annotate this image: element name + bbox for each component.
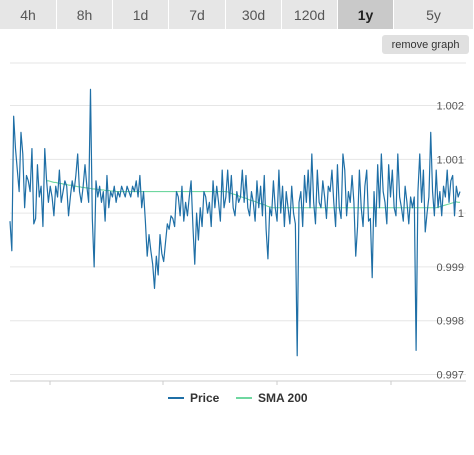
price-series-line <box>9 88 461 357</box>
y-tick-label: 1.001 <box>436 154 464 166</box>
legend-label: Price <box>190 391 220 405</box>
y-tick-label: 0.999 <box>436 262 464 274</box>
legend-sma-200[interactable]: SMA 200 <box>236 391 308 405</box>
chart-legend: Price SMA 200 <box>0 391 474 411</box>
range-tab-7d[interactable]: 7d <box>169 0 226 29</box>
legend-swatch <box>168 397 184 399</box>
y-tick-label: 1.002 <box>436 101 464 113</box>
range-tab-4h[interactable]: 4h <box>0 0 57 29</box>
legend-label: SMA 200 <box>258 391 308 405</box>
range-tab-5y[interactable]: 5y <box>394 0 474 29</box>
range-tab-8h[interactable]: 8h <box>57 0 113 29</box>
y-tick-label: 0.998 <box>436 316 464 328</box>
legend-price[interactable]: Price <box>168 391 219 405</box>
remove-graph-button[interactable]: remove graph <box>382 35 469 54</box>
range-tab-120d[interactable]: 120d <box>282 0 338 29</box>
y-tick-label: 1 <box>458 208 464 220</box>
legend-swatch <box>236 397 252 399</box>
range-tab-1d[interactable]: 1d <box>113 0 169 29</box>
range-tab-1y[interactable]: 1y <box>338 0 394 29</box>
range-tabs: 4h 8h 1d 7d 30d 120d 1y 5y <box>0 0 474 29</box>
y-tick-label: 0.997 <box>436 370 464 382</box>
range-tab-30d[interactable]: 30d <box>226 0 282 29</box>
